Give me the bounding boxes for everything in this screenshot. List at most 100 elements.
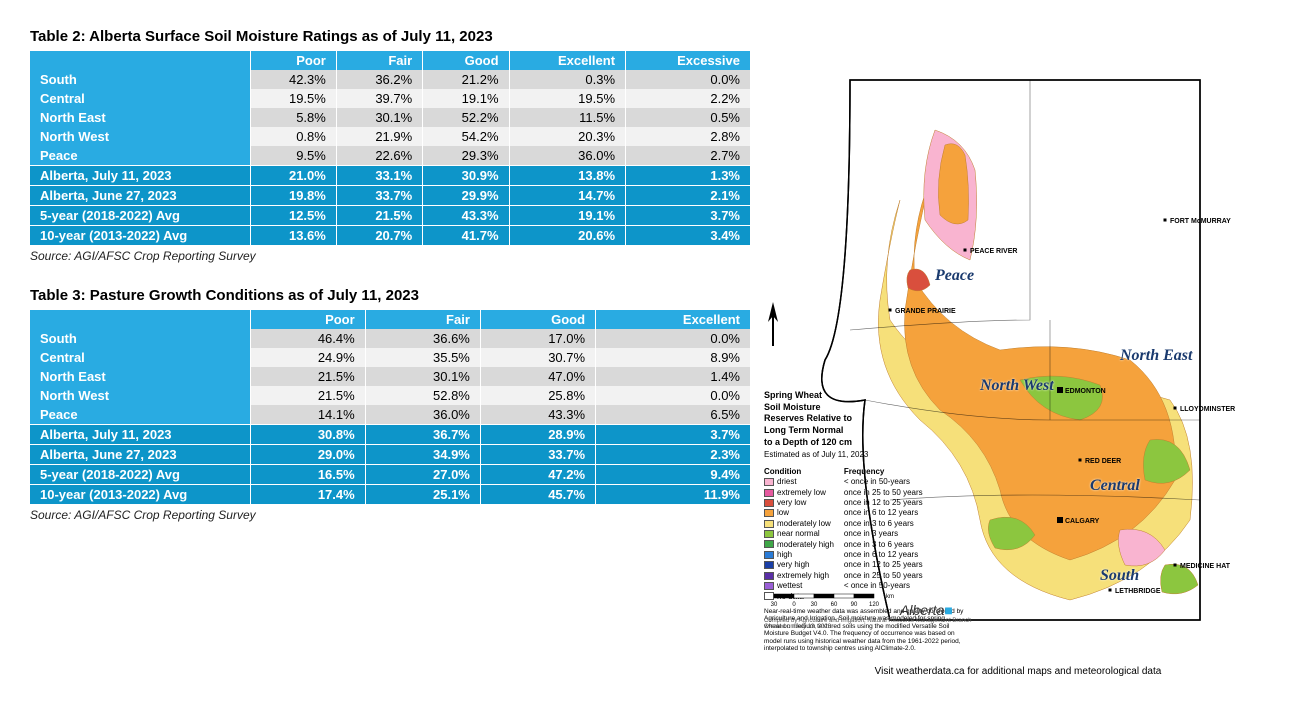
table3-col-0: Poor — [250, 310, 365, 329]
cell: 21.9% — [336, 127, 422, 146]
cell: 25.8% — [480, 386, 595, 405]
cell: 36.7% — [365, 425, 480, 445]
summary-row: Alberta, June 27, 202329.0%34.9%33.7%2.3… — [30, 445, 750, 465]
cell: 2.3% — [596, 445, 750, 465]
row-label: 5-year (2018-2022) Avg — [30, 465, 250, 485]
row-label: Alberta, June 27, 2023 — [30, 445, 250, 465]
city-marker — [1079, 459, 1082, 462]
map-region-label: Peace — [934, 267, 974, 284]
table3-col-1: Fair — [365, 310, 480, 329]
cell: 6.5% — [596, 405, 750, 425]
cell: 30.9% — [423, 166, 509, 186]
cell: 35.5% — [365, 348, 480, 367]
row-label: 10-year (2013-2022) Avg — [30, 485, 250, 505]
cell: 19.1% — [509, 206, 626, 226]
row-label: North West — [30, 386, 250, 405]
row-label: 5-year (2018-2022) Avg — [30, 206, 250, 226]
city-label: PEACE RIVER — [970, 248, 1017, 255]
map-estimated-date: Estimated as of July 11, 2023 — [764, 450, 964, 460]
table3-rowhead-blank — [30, 310, 250, 329]
cell: 52.2% — [423, 108, 509, 127]
cell: 25.1% — [365, 485, 480, 505]
svg-text:0: 0 — [792, 602, 796, 608]
city-label: GRANDE PRAIRIE — [895, 308, 956, 315]
cell: 14.7% — [509, 186, 626, 206]
cell: 19.5% — [509, 89, 626, 108]
cell: 29.3% — [423, 146, 509, 166]
city-label: CALGARY — [1065, 518, 1100, 525]
cell: 3.7% — [626, 206, 750, 226]
cell: 30.1% — [365, 367, 480, 386]
table3-col-3: Excellent — [596, 310, 750, 329]
cell: 33.7% — [480, 445, 595, 465]
map-scalebar: 300306090120km — [764, 586, 904, 610]
legend-condition-col: Conditiondriestextremely lowvery lowlowm… — [764, 467, 834, 602]
cell: 0.3% — [509, 70, 626, 89]
cell: 43.3% — [480, 405, 595, 425]
cell: 36.6% — [365, 329, 480, 348]
cell: 33.1% — [336, 166, 422, 186]
cell: 14.1% — [250, 405, 365, 425]
map-region-label: South — [1100, 567, 1139, 584]
cell: 19.1% — [423, 89, 509, 108]
cell: 47.0% — [480, 367, 595, 386]
svg-text:30: 30 — [811, 602, 818, 608]
svg-text:60: 60 — [831, 602, 838, 608]
cell: 21.5% — [336, 206, 422, 226]
cell: 0.0% — [596, 386, 750, 405]
city-marker — [1109, 589, 1112, 592]
table3-col-2: Good — [480, 310, 595, 329]
summary-row: 10-year (2013-2022) Avg13.6%20.7%41.7%20… — [30, 226, 750, 246]
cell: 2.8% — [626, 127, 750, 146]
table3: PoorFairGoodExcellent South46.4%36.6%17.… — [30, 310, 750, 504]
map-region-label: North West — [979, 377, 1054, 394]
cell: 28.9% — [480, 425, 595, 445]
cell: 20.6% — [509, 226, 626, 246]
cell: 19.5% — [250, 89, 336, 108]
cell: 3.7% — [596, 425, 750, 445]
cell: 12.5% — [250, 206, 336, 226]
table-row: Peace14.1%36.0%43.3%6.5% — [30, 405, 750, 425]
cell: 33.7% — [336, 186, 422, 206]
cell: 2.2% — [626, 89, 750, 108]
moisture-zone — [938, 144, 968, 224]
table2: PoorFairGoodExcellentExcessive South42.3… — [30, 51, 750, 245]
cell: 21.5% — [250, 367, 365, 386]
cell: 9.4% — [596, 465, 750, 485]
table-row: North West21.5%52.8%25.8%0.0% — [30, 386, 750, 405]
table-row: South46.4%36.6%17.0%0.0% — [30, 329, 750, 348]
table-row: Central24.9%35.5%30.7%8.9% — [30, 348, 750, 367]
row-label: 10-year (2013-2022) Avg — [30, 226, 250, 246]
cell: 16.5% — [250, 465, 365, 485]
city-marker — [1174, 564, 1177, 567]
cell: 29.0% — [250, 445, 365, 465]
cell: 27.0% — [365, 465, 480, 485]
cell: 19.8% — [250, 186, 336, 206]
city-label: FORT McMURRAY — [1170, 218, 1231, 225]
cell: 11.9% — [596, 485, 750, 505]
compass-north-icon — [760, 300, 786, 355]
cell: 21.2% — [423, 70, 509, 89]
cell: 36.0% — [509, 146, 626, 166]
summary-row: 10-year (2013-2022) Avg17.4%25.1%45.7%11… — [30, 485, 750, 505]
map-region-label: Central — [1090, 477, 1140, 494]
map-title: Spring WheatSoil MoistureReserves Relati… — [764, 390, 964, 448]
table-row: North East21.5%30.1%47.0%1.4% — [30, 367, 750, 386]
cell: 30.1% — [336, 108, 422, 127]
cell: 47.2% — [480, 465, 595, 485]
row-label: Peace — [30, 146, 250, 166]
cell: 21.0% — [250, 166, 336, 186]
cell: 24.9% — [250, 348, 365, 367]
cell: 54.2% — [423, 127, 509, 146]
map-credit: Compiled by Agriculture and Irrigation, … — [764, 618, 971, 630]
table2-col-3: Excellent — [509, 51, 626, 70]
table3-source: Source: AGI/AFSC Crop Reporting Survey — [30, 508, 750, 522]
table2-rowhead-blank — [30, 51, 250, 70]
table-row: North West0.8%21.9%54.2%20.3%2.8% — [30, 127, 750, 146]
cell: 41.7% — [423, 226, 509, 246]
row-label: Central — [30, 89, 250, 108]
row-label: Alberta, June 27, 2023 — [30, 186, 250, 206]
city-label: RED DEER — [1085, 458, 1121, 465]
summary-row: 5-year (2018-2022) Avg12.5%21.5%43.3%19.… — [30, 206, 750, 226]
map-column: PeaceNorth WestNorth EastCentralSouth FO… — [770, 20, 1266, 677]
